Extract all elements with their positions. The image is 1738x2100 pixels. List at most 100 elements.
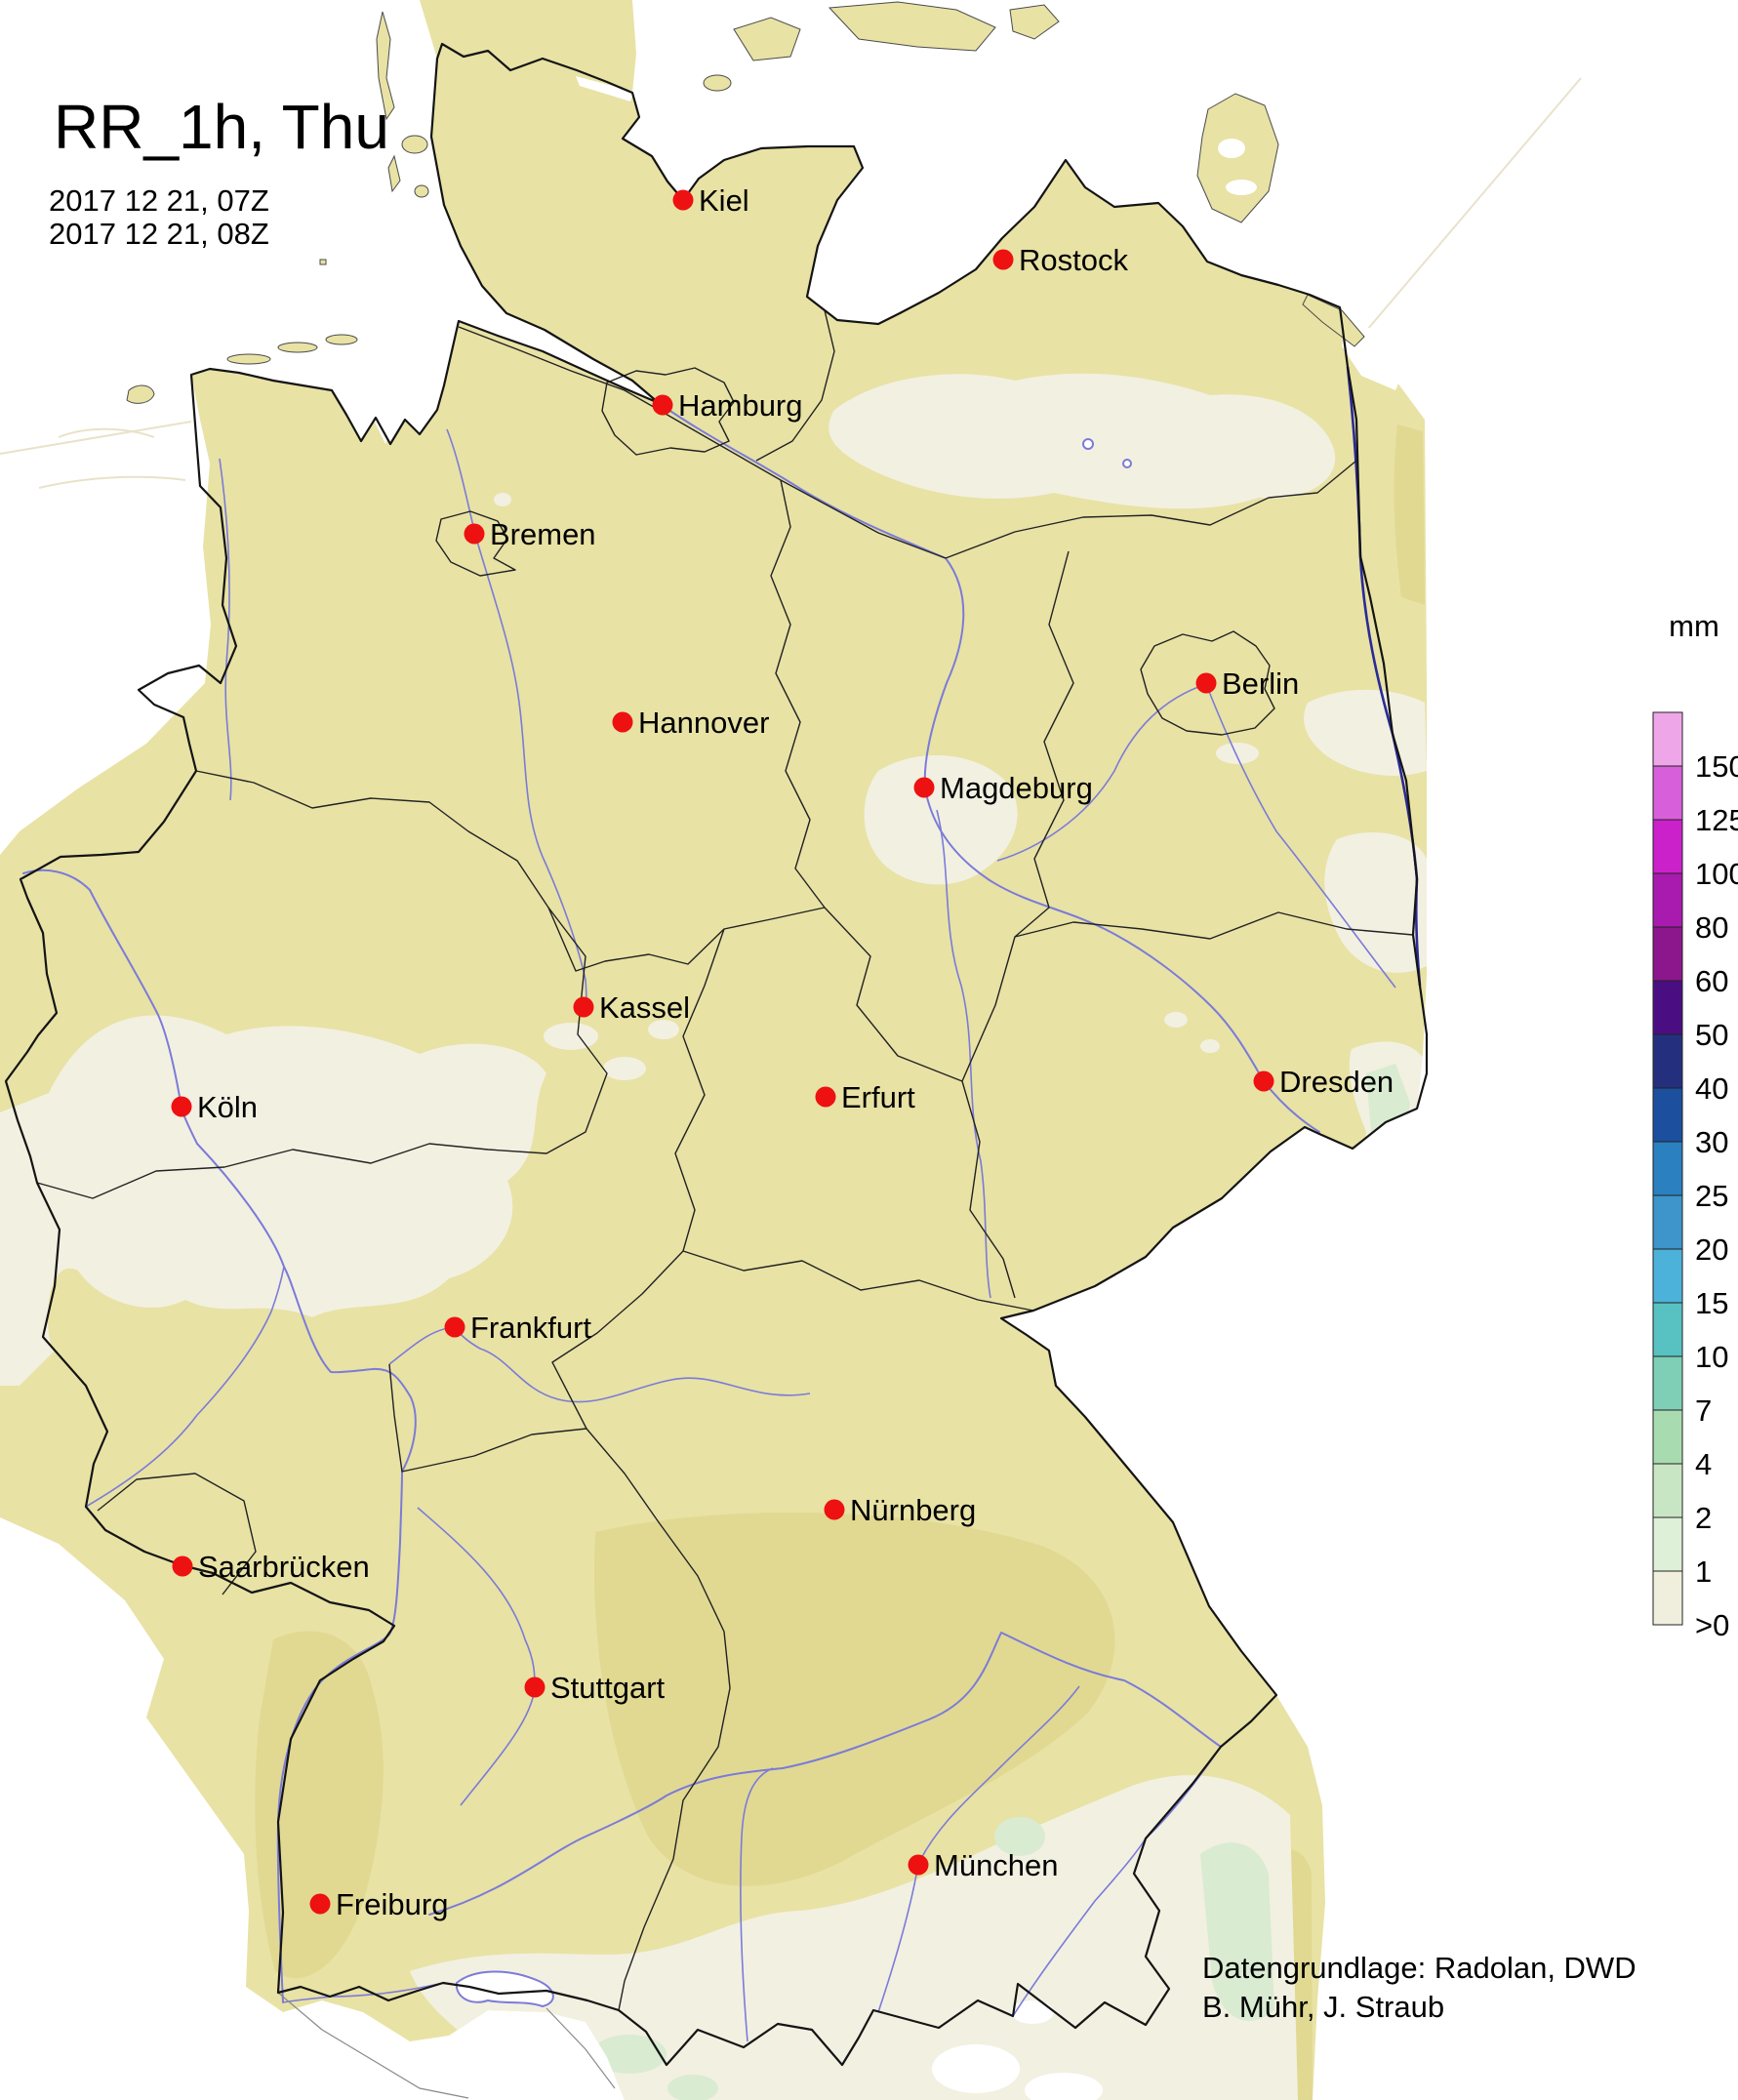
date-line-start: 2017 12 21, 07Z [49, 183, 269, 218]
city-marker-hannover: Hannover [612, 706, 769, 740]
map-title: RR_1h, Thu [54, 92, 389, 162]
city-dot [1253, 1070, 1274, 1092]
cities-layer: Kiel Rostock Hamburg Bremen Berlin Hannover Ma… [171, 183, 1394, 1921]
legend-cell-80 [1652, 872, 1683, 928]
city-label: München [934, 1848, 1059, 1882]
border-berlin-ring [1140, 630, 1275, 736]
precip-area-magdeburg [864, 754, 1018, 885]
border-hamburg-ring [601, 367, 735, 456]
danube-river [428, 1632, 1222, 1916]
city-dot [652, 394, 673, 416]
attribution-line-1: Datengrundlage: Radolan, DWD [1202, 1951, 1637, 1985]
city-marker-erfurt: Erfurt [815, 1080, 915, 1114]
lech-river [740, 1767, 774, 2042]
alps-gap-1 [932, 2044, 1020, 2093]
border-hessen-bayern-bw [388, 1250, 684, 1473]
city-marker-bremen: Bremen [464, 517, 596, 551]
east-frisian-island-2 [277, 342, 318, 353]
date-line-end: 2017 12 21, 08Z [49, 217, 269, 251]
legend-tick-label: 10 [1695, 1340, 1728, 1374]
terrain-shade-bavaria [593, 1512, 1115, 1886]
precip-speck [603, 1057, 646, 1080]
city-label: Dresden [1279, 1065, 1394, 1099]
inn-river [1012, 1746, 1222, 2017]
legend-tick-label: 40 [1695, 1071, 1728, 1106]
city-marker-berlin: Berlin [1195, 666, 1299, 701]
city-label: Erfurt [841, 1080, 915, 1114]
city-label: Saarbrücken [198, 1550, 370, 1584]
border-sachsen-thueringen [961, 1080, 1016, 1299]
legend-tick-label: 4 [1695, 1447, 1712, 1481]
precip-area-south-bavaria [410, 1775, 1298, 2100]
border-st-bb [961, 550, 1074, 1082]
legend-tick-label: 20 [1695, 1232, 1728, 1267]
city-marker-hamburg: Hamburg [652, 388, 803, 423]
islands-layer [126, 1, 1279, 404]
legend-cell-20 [1652, 1194, 1683, 1250]
legend: mm 150 125 100 80 60 50 40 30 25 20 15 10 7 4 2 1 >0 [1652, 609, 1738, 1642]
border-hessen-thueringen [674, 928, 725, 1252]
pellworm-island [414, 184, 429, 198]
city-dot [1195, 672, 1217, 694]
elbe-river [658, 402, 1320, 1133]
spree-river [1205, 683, 1396, 989]
legend-unit-label: mm [1669, 609, 1719, 643]
mueritz-lake [1082, 438, 1094, 450]
legend-cell-40 [1652, 1033, 1683, 1089]
city-marker-nrnberg: Nürnberg [824, 1493, 976, 1527]
ruegen-island [1196, 93, 1279, 223]
danish-island-4 [703, 74, 732, 92]
border-thueringen-bayern [682, 1250, 1034, 1312]
borkum-island [126, 384, 155, 404]
precip-speck [1164, 1012, 1188, 1028]
city-marker-frankfurt: Frankfurt [444, 1311, 591, 1345]
border-bremen-ring [435, 510, 516, 577]
legend-cell-100 [1652, 819, 1683, 874]
helgoland-island [319, 259, 327, 265]
hochrhein-river [282, 1982, 444, 2003]
border-mv-bb [945, 460, 1357, 559]
ruegen-bodden-2 [1226, 180, 1257, 195]
city-marker-kln: Köln [171, 1090, 258, 1124]
legend-cell-25 [1652, 1141, 1683, 1196]
legend-cell-7 [1652, 1355, 1683, 1411]
city-marker-kiel: Kiel [672, 183, 749, 218]
city-dot [309, 1893, 331, 1915]
mecklenburg-lake [1122, 459, 1132, 468]
precip-speck [544, 1023, 598, 1050]
legend-cell-10 [1652, 1302, 1683, 1357]
legend-tick-label: 25 [1695, 1179, 1728, 1213]
radar-raster-edge-line-west [0, 421, 192, 455]
isar-river [877, 1685, 1080, 2013]
legend-tick-label: 2 [1695, 1501, 1712, 1535]
city-dot [908, 1854, 929, 1876]
city-dot [815, 1086, 836, 1108]
precip-light-munich-ne [994, 1817, 1045, 1856]
city-label: Bremen [490, 517, 596, 551]
legend-tick-label: 30 [1695, 1125, 1728, 1159]
city-marker-saarbrcken: Saarbrücken [172, 1550, 370, 1584]
legend-tick-label: 150 [1695, 749, 1738, 784]
legend-cell-125 [1652, 765, 1683, 821]
legend-cell-1 [1652, 1516, 1683, 1572]
border-bw-bayern [586, 1428, 731, 2011]
border-sh-mv [755, 309, 835, 462]
city-marker-dresden: Dresden [1253, 1065, 1394, 1099]
city-marker-magdeburg: Magdeburg [913, 771, 1093, 805]
city-marker-kassel: Kassel [573, 990, 690, 1025]
city-marker-rostock: Rostock [992, 243, 1128, 277]
precip-speck [1216, 743, 1259, 764]
legend-tick-label: 50 [1695, 1018, 1728, 1052]
legend-tick-label: >0 [1695, 1608, 1729, 1642]
dutch-islands-faint-outline [38, 427, 186, 489]
city-label: Nürnberg [850, 1493, 976, 1527]
legend-tick-label: 80 [1695, 910, 1728, 945]
city-marker-mnchen: München [908, 1848, 1059, 1882]
swiss-austrian-borders [277, 1992, 616, 2099]
precip-light-southeast [1200, 1842, 1274, 2021]
city-label: Kassel [599, 990, 690, 1025]
radar-raster-edge-line [1360, 77, 1582, 338]
lake-constance [455, 1970, 554, 2008]
